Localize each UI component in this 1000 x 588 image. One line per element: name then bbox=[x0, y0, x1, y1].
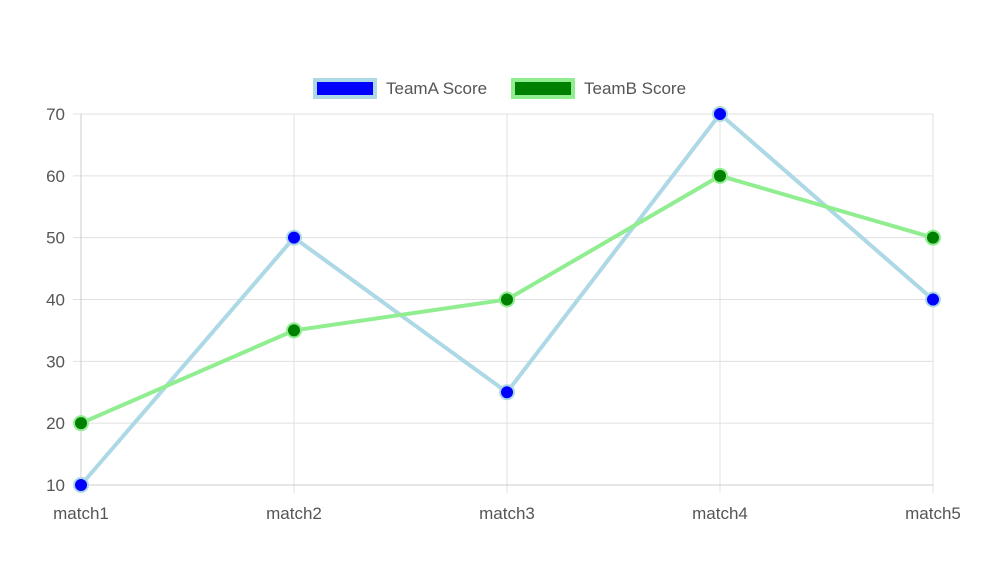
data-point[interactable] bbox=[74, 416, 88, 430]
y-tick-label: 20 bbox=[46, 414, 65, 433]
data-point[interactable] bbox=[500, 385, 514, 399]
legend: TeamA Score TeamB Score bbox=[315, 79, 686, 98]
y-tick-label: 10 bbox=[46, 476, 65, 495]
data-point[interactable] bbox=[713, 169, 727, 183]
legend-swatch bbox=[315, 80, 375, 97]
data-point[interactable] bbox=[926, 231, 940, 245]
legend-label: TeamA Score bbox=[386, 79, 487, 98]
x-tick-label: match4 bbox=[692, 504, 748, 523]
legend-label: TeamB Score bbox=[584, 79, 686, 98]
axes: 10 20 30 40 50 60 70 match1 match2 match3 match4 ma… bbox=[46, 105, 961, 523]
y-tick-label: 60 bbox=[46, 167, 65, 186]
y-tick-label: 50 bbox=[46, 229, 65, 248]
legend-item[interactable]: TeamB Score bbox=[513, 79, 686, 98]
data-point[interactable] bbox=[287, 231, 301, 245]
data-point[interactable] bbox=[74, 478, 88, 492]
data-point[interactable] bbox=[713, 107, 727, 121]
y-tick-label: 40 bbox=[46, 291, 65, 310]
x-tick-label: match1 bbox=[53, 504, 109, 523]
data-point[interactable] bbox=[926, 293, 940, 307]
data-point[interactable] bbox=[287, 323, 301, 337]
x-tick-label: match2 bbox=[266, 504, 322, 523]
data-point[interactable] bbox=[500, 293, 514, 307]
legend-item[interactable]: TeamA Score bbox=[315, 79, 487, 98]
legend-swatch bbox=[513, 80, 573, 97]
y-tick-label: 30 bbox=[46, 352, 65, 371]
x-tick-label: match5 bbox=[905, 504, 961, 523]
x-tick-label: match3 bbox=[479, 504, 535, 523]
y-tick-label: 70 bbox=[46, 105, 65, 124]
